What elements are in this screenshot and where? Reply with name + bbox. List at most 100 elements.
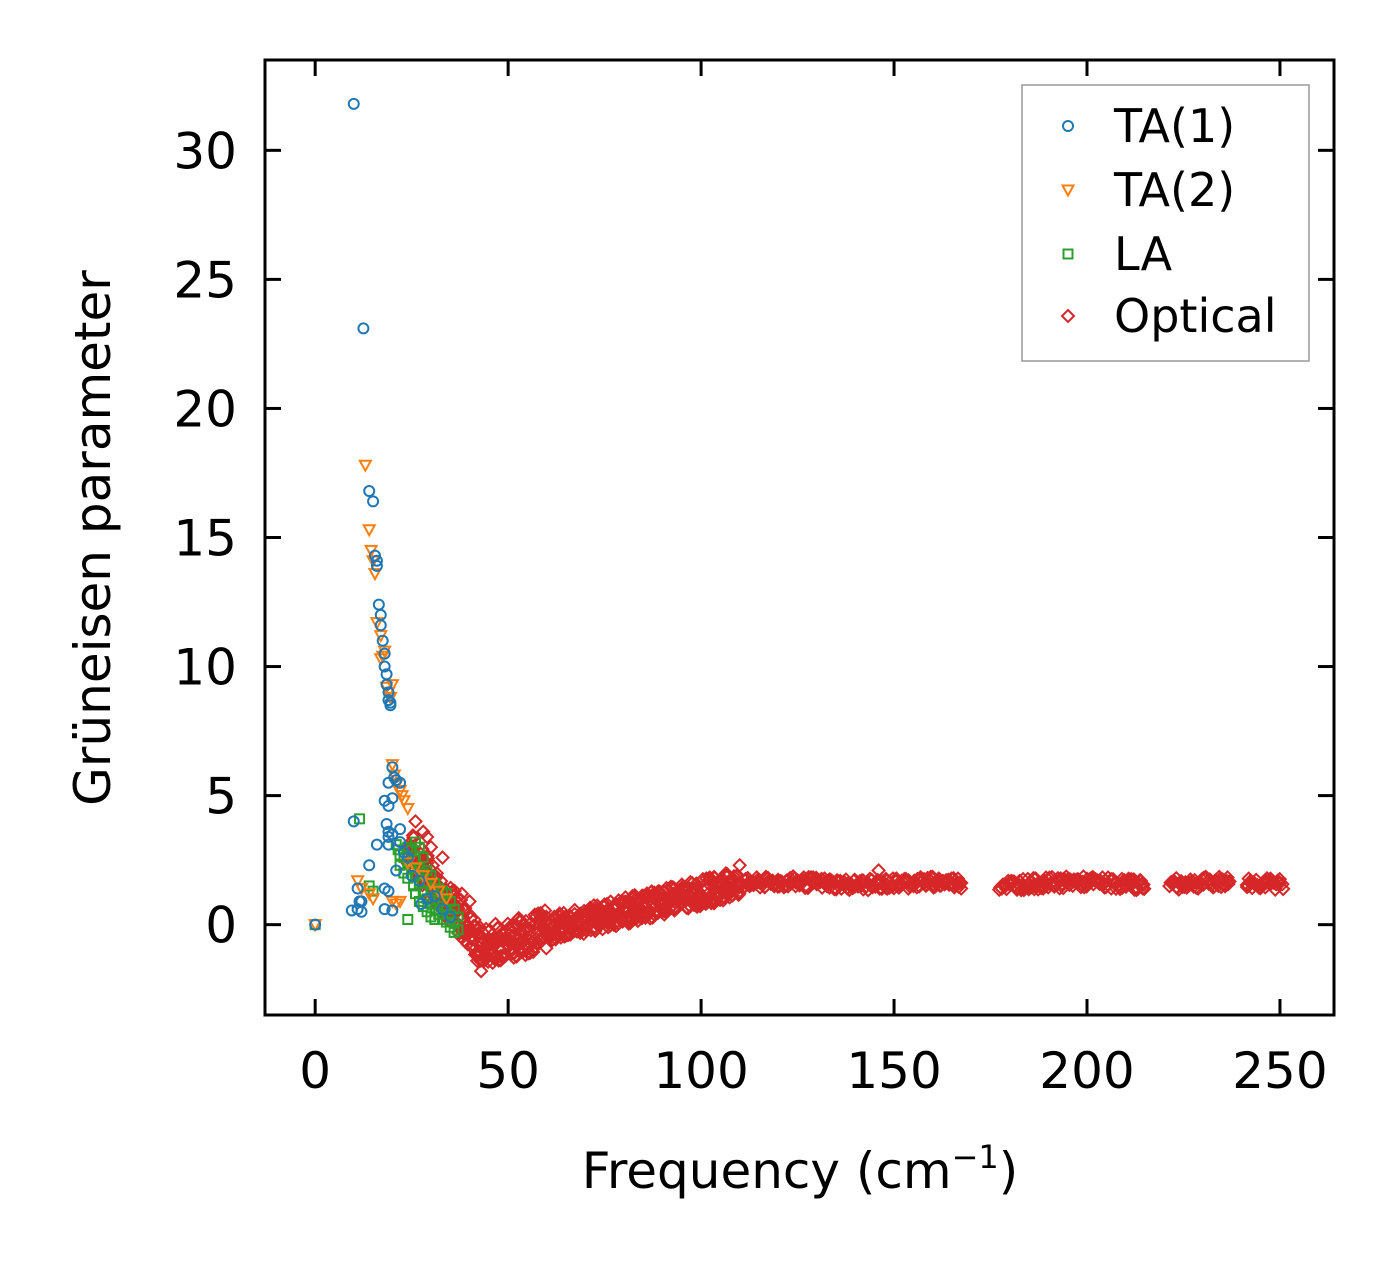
optical-point xyxy=(1274,876,1290,892)
ta1-point xyxy=(370,838,383,851)
y-tick-label: 10 xyxy=(173,639,237,697)
optical-point xyxy=(435,850,450,865)
optical-point xyxy=(408,814,423,829)
legend-marker xyxy=(1062,120,1074,132)
optical-point xyxy=(1136,877,1151,892)
optical-point xyxy=(666,900,682,915)
ta2-point xyxy=(423,877,439,891)
ta1-point xyxy=(401,851,414,864)
optical-point xyxy=(731,885,747,901)
optical-point xyxy=(642,910,658,926)
x-tick-label: 250 xyxy=(1232,1042,1327,1100)
ta2-point xyxy=(362,524,377,538)
ta1-point xyxy=(367,495,380,508)
optical-point xyxy=(419,829,435,845)
ta1-point xyxy=(428,890,441,903)
axis-ticks xyxy=(265,60,1334,1015)
x-tick-label: 200 xyxy=(1039,1042,1134,1100)
ta1-point xyxy=(374,619,387,632)
optical-point xyxy=(1000,873,1016,889)
la-point xyxy=(417,852,429,864)
optical-point xyxy=(597,897,612,912)
optical-point xyxy=(925,870,941,886)
optical-point xyxy=(405,828,421,843)
optical-point xyxy=(1134,876,1149,892)
y-tick-label: 5 xyxy=(205,768,237,826)
optical-point xyxy=(702,870,718,885)
legend-item-ta2: TA(2) xyxy=(1060,163,1235,217)
legend-item-la: LA xyxy=(1062,227,1173,281)
legend-item-ta1: TA(1) xyxy=(1062,99,1235,153)
optical-point xyxy=(462,894,477,909)
optical-point xyxy=(860,882,876,898)
x-tick-label: 50 xyxy=(476,1042,540,1100)
optical-point xyxy=(1136,881,1152,897)
optical-point xyxy=(492,943,508,958)
ta1-point xyxy=(444,910,457,923)
ta2-point xyxy=(392,895,408,910)
ta1-point xyxy=(382,885,395,898)
ta1-point xyxy=(370,554,383,567)
diamond-marker-icon xyxy=(1060,308,1076,324)
ta1-point xyxy=(355,895,368,908)
ta1-point xyxy=(421,892,434,905)
y-tick-label: 15 xyxy=(173,510,237,568)
ta1-point xyxy=(382,694,395,707)
ta1-point xyxy=(386,792,399,805)
ta2-point xyxy=(439,893,454,907)
ta1-point xyxy=(382,838,395,851)
ta2-point xyxy=(408,862,423,876)
optical-point xyxy=(537,903,553,918)
ta1-point xyxy=(370,559,383,572)
square-marker-icon xyxy=(1062,248,1074,260)
ta1-point xyxy=(345,904,358,917)
ta1-point xyxy=(384,696,397,709)
tick-labels: 0 50 100 150 200 250 0 5 10 15 20 25 30 xyxy=(173,122,1327,1100)
optical-point xyxy=(488,916,503,932)
legend: TA(1) TA(2) LA Optical xyxy=(1021,84,1310,362)
ta2-point xyxy=(365,893,381,907)
ta1-point xyxy=(378,647,391,660)
x-tick-label: 100 xyxy=(653,1042,748,1100)
optical-point xyxy=(1220,870,1235,885)
optical-point xyxy=(1220,876,1236,892)
la-point xyxy=(413,841,425,853)
ta1-point xyxy=(378,660,391,673)
la-point xyxy=(402,914,414,925)
ta2-point xyxy=(385,679,400,693)
y-axis-title: Grüneisen parameter xyxy=(64,270,122,806)
data-points xyxy=(307,97,1291,979)
ta2-point xyxy=(385,895,400,910)
ta1-point xyxy=(390,864,403,877)
ta1-point xyxy=(413,874,426,887)
ta2-point xyxy=(400,803,415,817)
ta1-point xyxy=(386,904,399,917)
ta1-point xyxy=(380,678,393,691)
optical-point xyxy=(477,948,493,964)
y-tick-label: 30 xyxy=(173,122,237,180)
optical-point xyxy=(423,839,439,855)
la-point xyxy=(354,813,366,825)
optical-point xyxy=(871,863,887,878)
optical-point xyxy=(953,881,969,896)
ta2-point xyxy=(385,759,400,773)
optical-point xyxy=(473,963,489,979)
ta2-point xyxy=(367,568,383,582)
ta1-point xyxy=(394,836,407,849)
ta2-point xyxy=(350,875,365,889)
legend-label-optical: Optical xyxy=(1114,289,1276,343)
legend-label-la: LA xyxy=(1114,227,1173,281)
ta1-point xyxy=(363,859,376,872)
ta1-point xyxy=(382,776,395,789)
ta2-point xyxy=(377,645,392,659)
optical-point xyxy=(481,932,497,948)
ta1-point xyxy=(394,823,407,836)
triangle-marker-icon xyxy=(1060,184,1076,198)
la-point xyxy=(452,911,464,923)
ta1-point xyxy=(357,322,370,335)
optical-point xyxy=(1121,871,1136,887)
ta1-point xyxy=(436,903,449,916)
ta1-point xyxy=(380,818,393,830)
la-point xyxy=(367,885,379,897)
